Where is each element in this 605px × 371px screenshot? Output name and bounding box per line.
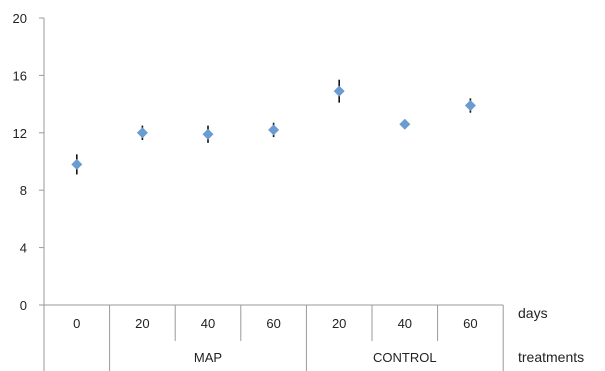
- data-point: [464, 100, 476, 112]
- y-tick-label: 12: [13, 126, 27, 141]
- data-point: [71, 158, 83, 170]
- plot-area: [71, 79, 476, 175]
- x-tick-label: 20: [135, 316, 149, 331]
- x-level-label: days: [518, 305, 548, 321]
- x-tick-label: 40: [398, 316, 412, 331]
- y-axis: 0 4 8 12 16 20: [13, 11, 45, 313]
- group-label: CONTROL: [373, 350, 437, 365]
- y-tick-label: 8: [20, 183, 27, 198]
- x-tick-label: 60: [463, 316, 477, 331]
- x-tick-label: 40: [201, 316, 215, 331]
- data-point: [333, 85, 345, 97]
- data-point: [202, 128, 214, 140]
- y-tick-label: 20: [13, 11, 27, 26]
- y-tick-label: 4: [20, 241, 27, 256]
- y-tick-label: 16: [13, 68, 27, 83]
- group-label: MAP: [194, 350, 222, 365]
- data-point: [399, 118, 411, 130]
- x-tick-label: 0: [73, 316, 80, 331]
- group-level-label: treatments: [518, 349, 584, 365]
- data-point: [268, 124, 280, 136]
- x-tick-label: 20: [332, 316, 346, 331]
- x-tick-label: 60: [266, 316, 280, 331]
- y-tick-label: 0: [20, 298, 27, 313]
- x-axis: 0 20 40 60 20 40 60 MAP CONTROL days treatments: [43, 304, 584, 371]
- data-point: [136, 127, 148, 139]
